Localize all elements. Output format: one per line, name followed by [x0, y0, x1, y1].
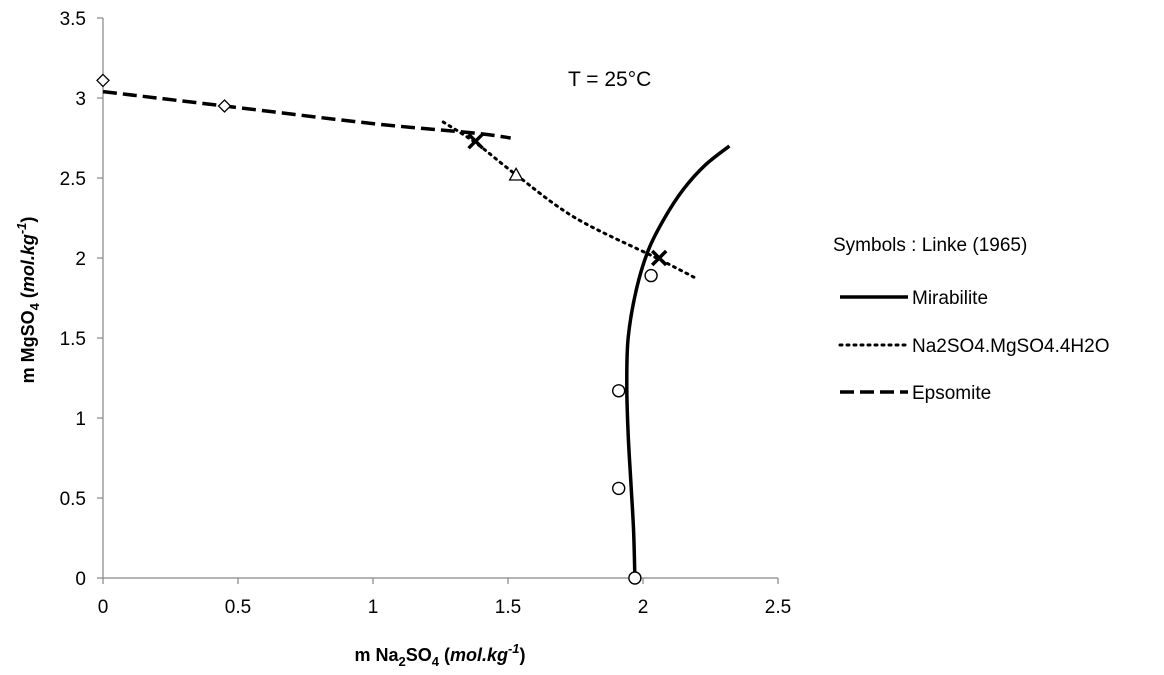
x-axis-title: m Na2SO4 (mol.kg-1) [354, 641, 525, 669]
y-tick-label: 0 [75, 569, 86, 590]
marker-diamond [217, 99, 232, 113]
y-tick-label: 1 [75, 409, 86, 430]
series-line-epsomite [102, 89, 511, 140]
x-tick-label: 0 [98, 597, 109, 618]
y-tick-label: 1.5 [60, 329, 86, 350]
series-line-mirabilite [625, 144, 731, 579]
x-tick-label: 0.5 [225, 597, 251, 618]
marker-diamond [96, 73, 110, 88]
legend: Symbols : Linke (1965) Mirabilite Na2SO4… [833, 235, 1109, 404]
plot-frame [102, 18, 778, 579]
marker-triangle [508, 166, 524, 181]
temperature-annotation: T = 25°C [568, 68, 651, 91]
y-tick-label: 3 [75, 89, 86, 110]
marker-layer [96, 73, 668, 585]
legend-title: Symbols : Linke (1965) [833, 235, 1027, 256]
y-tick-label: 2 [75, 249, 86, 270]
x-tick-label: 1 [368, 597, 379, 618]
x-tick-label: 2 [638, 597, 649, 618]
marker-circle [612, 481, 626, 496]
y-tick-label: 3.5 [60, 9, 86, 30]
legend-label-na2so4-mgso4: Na2SO4.MgSO4.4H2O [912, 336, 1109, 357]
x-tick-label: 1.5 [495, 597, 521, 618]
legend-label-epsomite: Epsomite [912, 383, 991, 404]
series-layer [102, 89, 731, 579]
legend-label-mirabilite: Mirabilite [912, 288, 988, 309]
y-tick-label: 0.5 [60, 489, 86, 510]
tick-layer: 0 0.5 1 1.5 2 2.5 0 0.5 1 1.5 2 2.5 3 3.5 [60, 9, 792, 618]
marker-x [467, 132, 484, 150]
marker-x [650, 249, 668, 267]
y-tick-label: 2.5 [60, 169, 86, 190]
y-axis-title: m MgSO4 (mol.kg-1) [14, 217, 42, 384]
marker-circle [612, 384, 626, 398]
marker-circle [628, 571, 642, 585]
x-tick-label: 2.5 [765, 597, 791, 618]
marker-circle [644, 268, 658, 283]
